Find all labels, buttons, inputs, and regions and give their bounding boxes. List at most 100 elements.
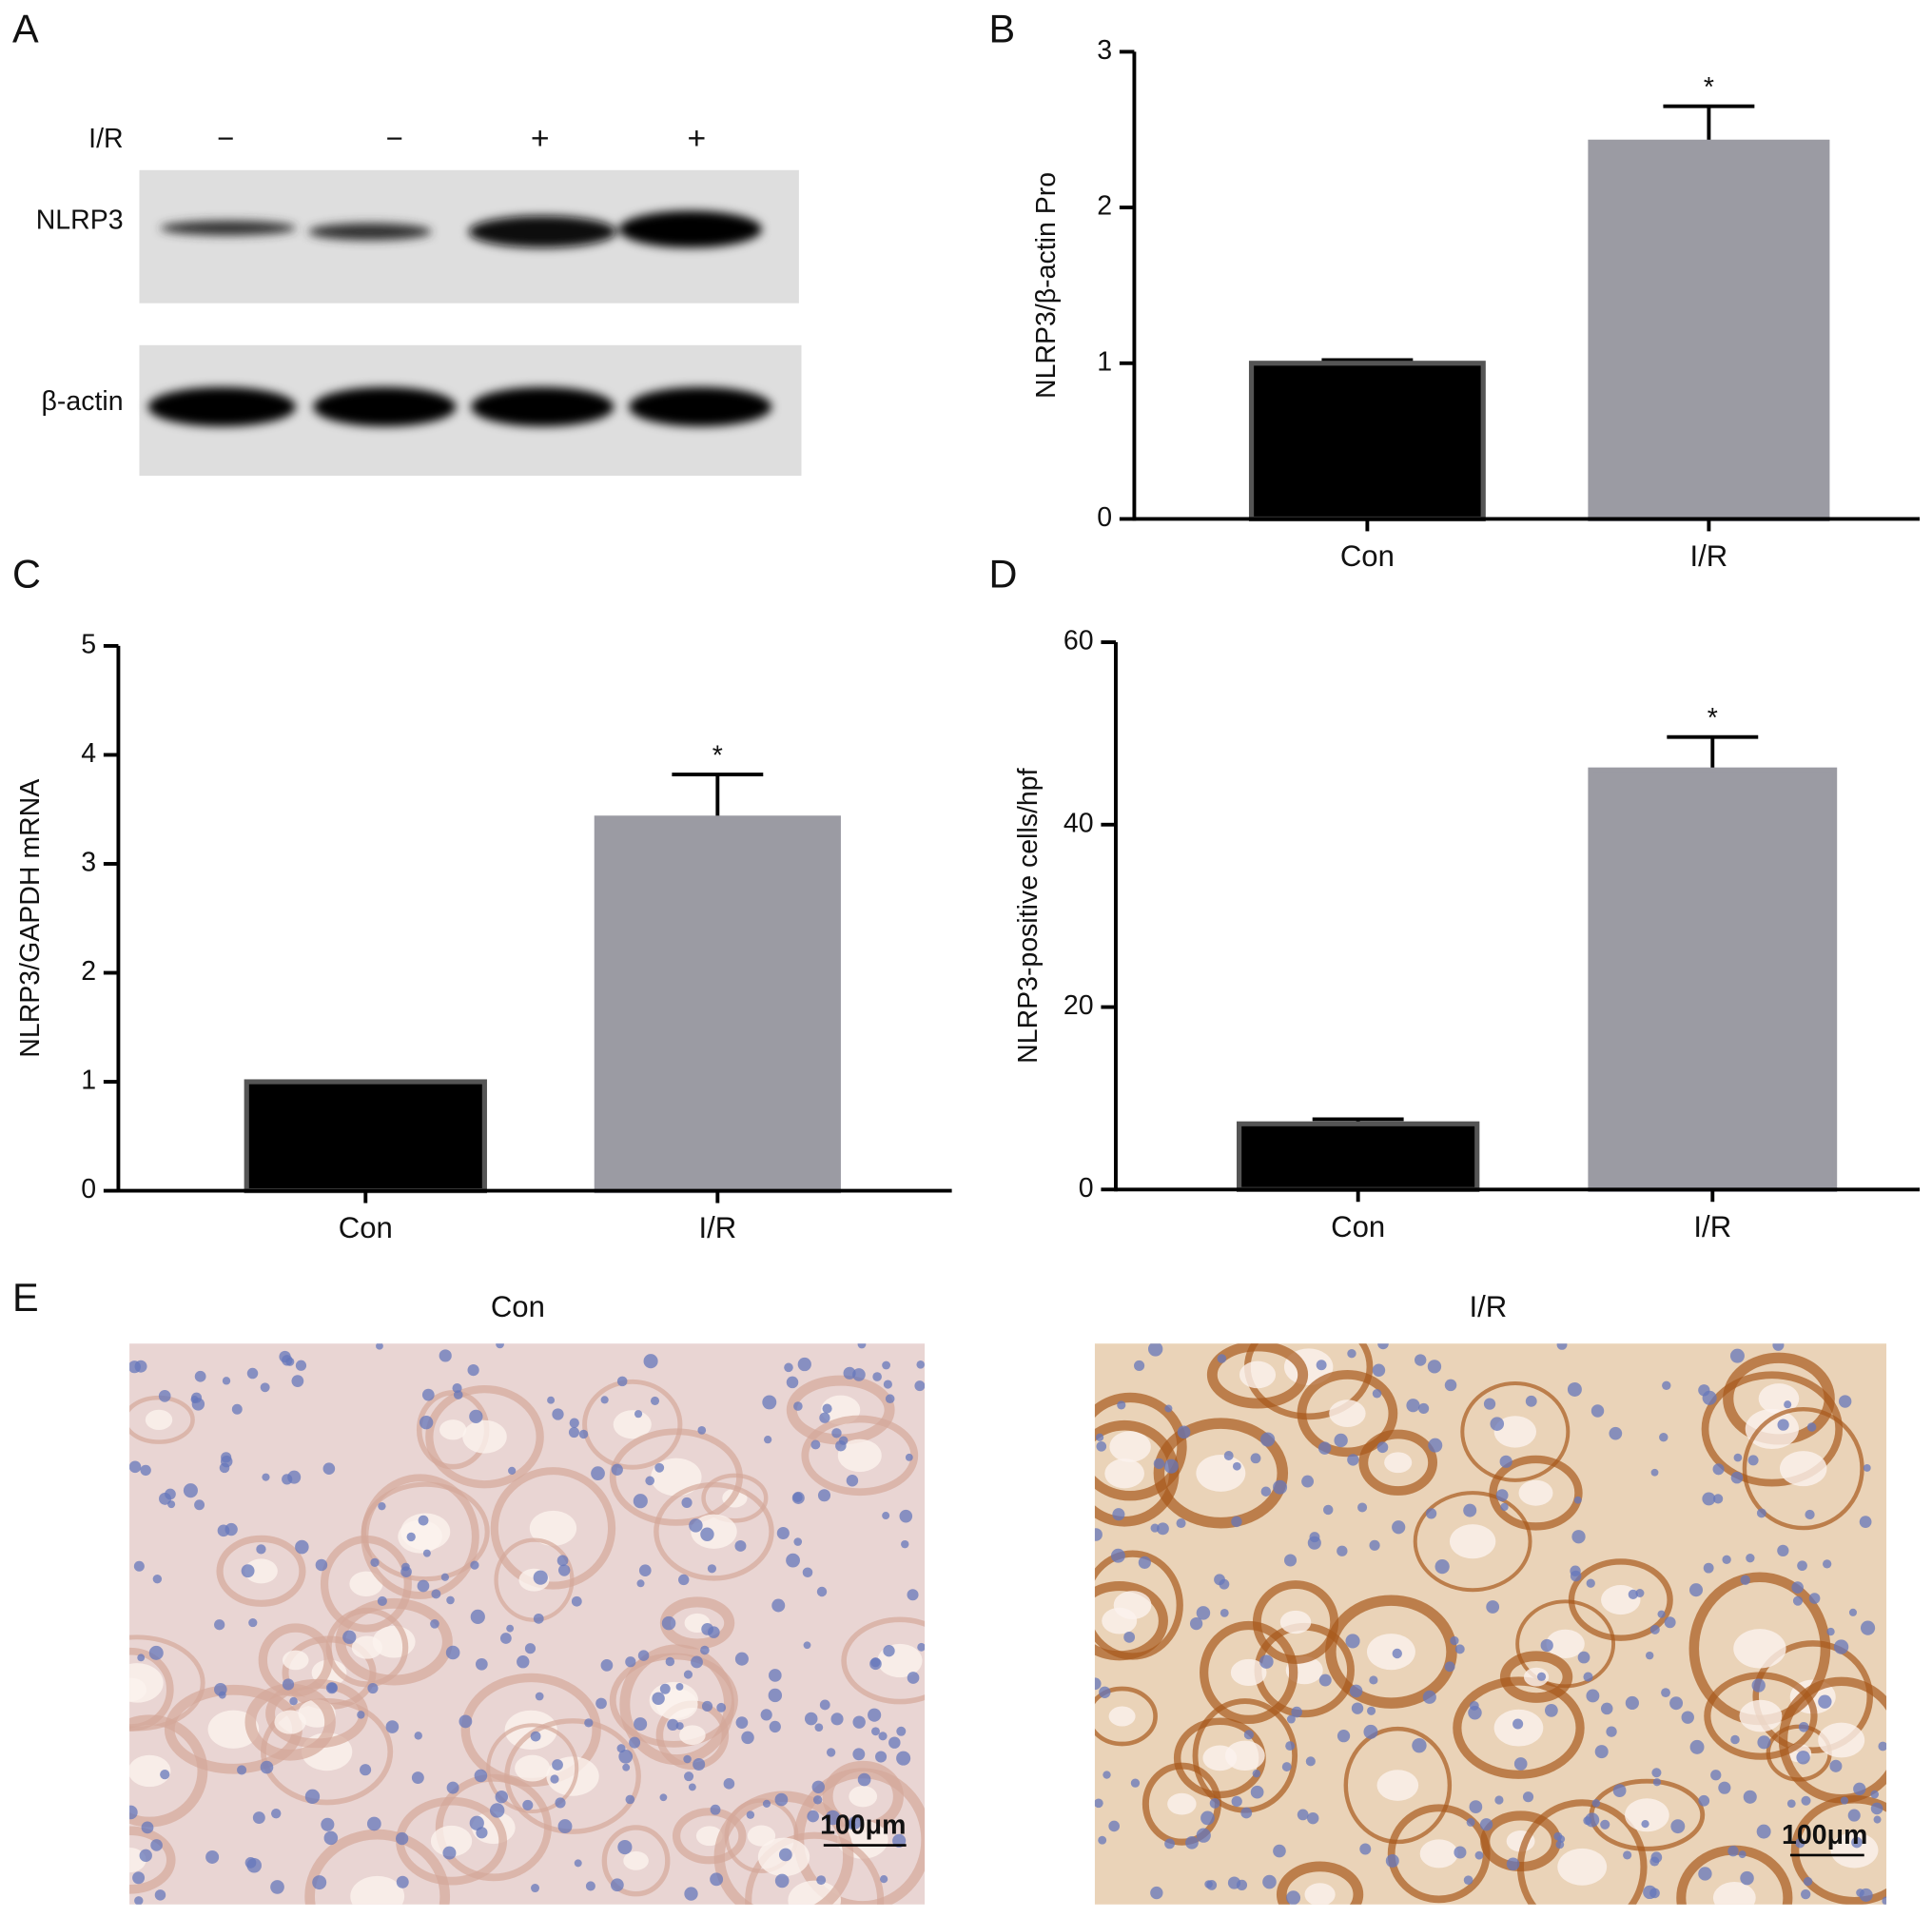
nucleus bbox=[819, 1699, 830, 1711]
nucleus bbox=[880, 1874, 888, 1884]
nucleus bbox=[270, 1880, 284, 1894]
band bbox=[147, 386, 297, 427]
nucleus bbox=[165, 1488, 176, 1500]
nucleus bbox=[1800, 1889, 1811, 1900]
lumen bbox=[1449, 1524, 1496, 1559]
nucleus bbox=[282, 1474, 293, 1485]
nucleus bbox=[762, 1395, 777, 1410]
tubule bbox=[619, 1644, 735, 1766]
nucleus bbox=[793, 1537, 803, 1546]
nucleus bbox=[634, 1410, 643, 1419]
nucleus bbox=[683, 1670, 693, 1679]
nucleus bbox=[418, 1515, 429, 1526]
blot-row-label: NLRP3 bbox=[36, 206, 124, 236]
band bbox=[468, 215, 617, 248]
lumen bbox=[504, 1710, 557, 1751]
blot-condition: I/R bbox=[88, 124, 123, 154]
bar bbox=[1588, 767, 1838, 1192]
nucleus bbox=[1606, 1726, 1617, 1737]
nucleus bbox=[830, 1712, 844, 1726]
tubule bbox=[701, 1473, 769, 1523]
nucleus bbox=[883, 1645, 895, 1657]
bar bbox=[244, 1079, 487, 1194]
nucleus bbox=[1217, 1354, 1227, 1363]
nucleus bbox=[452, 1383, 462, 1394]
nucleus bbox=[1833, 1639, 1849, 1654]
bar bbox=[1588, 139, 1830, 522]
lumen bbox=[439, 1419, 467, 1440]
nucleus bbox=[1664, 1616, 1676, 1629]
nucleus bbox=[1628, 1589, 1638, 1600]
nucleus bbox=[1649, 1856, 1660, 1867]
tubule bbox=[609, 1653, 738, 1748]
nucleus bbox=[378, 1501, 386, 1511]
tubule bbox=[490, 1467, 616, 1590]
nucleus bbox=[499, 1633, 512, 1644]
nucleus bbox=[1490, 1417, 1505, 1431]
nucleus bbox=[661, 1615, 676, 1631]
nucleus bbox=[419, 1415, 434, 1430]
nucleus bbox=[1870, 1790, 1880, 1799]
nucleus bbox=[1573, 1496, 1582, 1504]
nucleus bbox=[1522, 1791, 1534, 1803]
nucleus bbox=[246, 1367, 259, 1380]
tubule bbox=[1460, 1380, 1571, 1482]
nucleus bbox=[684, 1771, 694, 1782]
nucleus bbox=[917, 1642, 926, 1652]
nucleus bbox=[1176, 1518, 1186, 1529]
nucleus bbox=[1309, 1532, 1320, 1543]
nucleus bbox=[262, 1473, 270, 1481]
nucleus bbox=[1463, 1503, 1477, 1517]
nucleus bbox=[1733, 1453, 1743, 1462]
nucleus bbox=[1369, 1675, 1378, 1685]
nucleus bbox=[665, 1656, 675, 1667]
nucleus bbox=[1570, 1570, 1582, 1582]
nucleus bbox=[1495, 1489, 1509, 1502]
nucleus bbox=[1454, 1644, 1465, 1654]
nucleus bbox=[1259, 1432, 1276, 1447]
nucleus bbox=[684, 1887, 698, 1901]
tubule bbox=[1516, 1799, 1648, 1905]
nucleus bbox=[689, 1518, 703, 1533]
nucleus bbox=[440, 1573, 450, 1581]
nucleus bbox=[1307, 1811, 1319, 1825]
lumen bbox=[1739, 1699, 1783, 1732]
band bbox=[629, 386, 772, 427]
nucleus bbox=[618, 1749, 634, 1764]
nucleus bbox=[629, 1736, 641, 1749]
lumen bbox=[1329, 1399, 1366, 1428]
panel-letter: D bbox=[988, 551, 1017, 596]
nucleus bbox=[1317, 1441, 1332, 1455]
nucleus bbox=[1483, 1398, 1496, 1410]
nucleus bbox=[1586, 1578, 1595, 1588]
tubule bbox=[1453, 1676, 1585, 1779]
lumen bbox=[613, 1410, 652, 1439]
tubule bbox=[1568, 1558, 1673, 1641]
nucleus bbox=[846, 1475, 859, 1487]
tubule bbox=[129, 1395, 195, 1444]
nucleus bbox=[1669, 1696, 1684, 1711]
nucleus bbox=[194, 1499, 205, 1511]
lumen bbox=[1196, 1454, 1246, 1492]
nucleus bbox=[1651, 1768, 1662, 1778]
nucleus bbox=[442, 1846, 457, 1860]
nucleus bbox=[1649, 1888, 1660, 1899]
nucleus bbox=[659, 1793, 668, 1802]
y-axis-label: NLRP3-positive cells/hpf bbox=[1013, 768, 1044, 1063]
nucleus bbox=[1600, 1702, 1613, 1715]
nucleus bbox=[907, 1589, 919, 1601]
nucleus bbox=[807, 1810, 819, 1823]
nucleus bbox=[811, 1780, 826, 1794]
nucleus bbox=[701, 1700, 713, 1712]
nucleus bbox=[771, 1598, 786, 1613]
nucleus bbox=[1859, 1888, 1873, 1902]
tubule bbox=[361, 1474, 479, 1599]
nucleus bbox=[1479, 1818, 1493, 1831]
nucleus bbox=[1450, 1635, 1459, 1646]
nucleus bbox=[1200, 1810, 1215, 1826]
nucleus bbox=[1250, 1785, 1264, 1799]
nucleus bbox=[1859, 1516, 1872, 1528]
nucleus bbox=[852, 1368, 866, 1381]
nucleus bbox=[896, 1751, 911, 1766]
tubule bbox=[1200, 1620, 1298, 1725]
